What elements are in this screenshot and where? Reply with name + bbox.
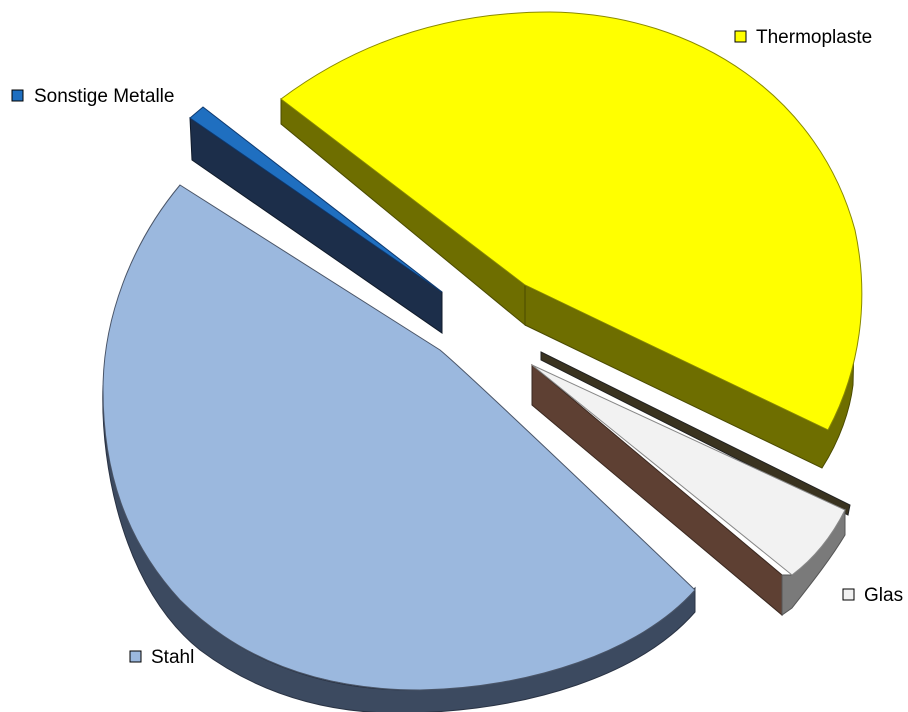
legend-swatch-glas: [842, 588, 855, 601]
slice-thermoplaste: [280, 11, 863, 469]
slice-thermoplaste-top: [280, 11, 863, 431]
label-stahl: Stahl: [129, 647, 194, 668]
label-sonstige-metalle: Sonstige Metalle: [11, 86, 174, 107]
slice-sonstige-metalle-top: [189, 106, 443, 293]
slice-stahl-top: [102, 184, 696, 691]
label-sonstige-metalle-text: Sonstige Metalle: [34, 86, 174, 107]
label-thermoplaste-text: Thermoplaste: [756, 27, 872, 48]
label-glas: Glas: [842, 585, 903, 606]
slice-glas-thin: [540, 351, 851, 516]
slice-stahl: [102, 184, 696, 712]
legend-swatch-thermoplaste: [734, 30, 747, 43]
label-glas-text: Glas: [864, 585, 903, 606]
slice-glas: [531, 351, 851, 617]
slice-thermoplaste-side2: [524, 284, 856, 469]
label-thermoplaste: Thermoplaste: [734, 27, 872, 48]
label-stahl-text: Stahl: [151, 647, 194, 668]
slice-glas-top: [531, 364, 846, 576]
legend-swatch-sonstige-metalle: [11, 89, 24, 102]
slice-sonstige-metalle: [189, 106, 443, 334]
legend-swatch-stahl: [129, 650, 142, 663]
